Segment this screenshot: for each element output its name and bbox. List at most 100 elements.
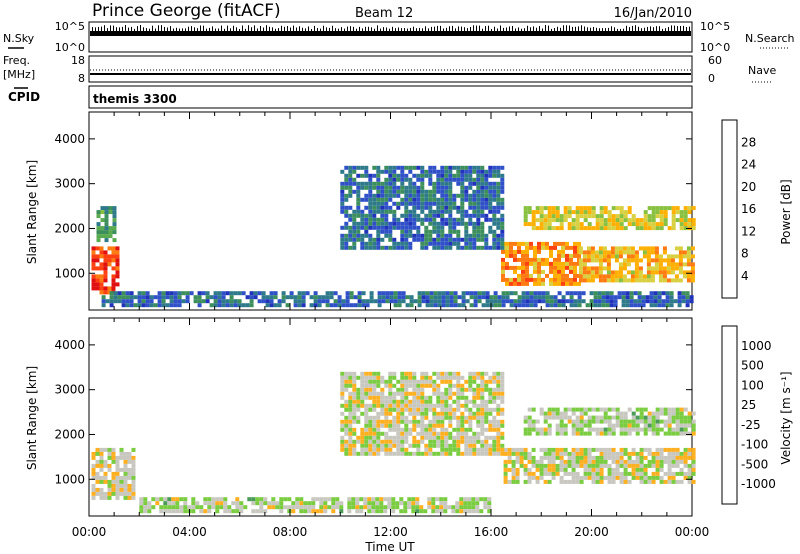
heatmap-cell [670, 258, 675, 263]
heatmap-cell [413, 299, 418, 304]
heatmap-cell [356, 435, 361, 440]
heatmap-cell [101, 295, 106, 300]
heatmap-cell [595, 479, 600, 484]
heatmap-cell [476, 193, 481, 198]
heatmap-cell [91, 495, 96, 500]
noise-spike [203, 25, 204, 31]
heatmap-cell [361, 291, 366, 296]
x-tick-labels: 00:00 04:00 08:00 12:00 16:00 20:00 00:00 [72, 525, 710, 539]
heatmap-cell [587, 214, 592, 219]
heatmap-cell [492, 447, 497, 452]
heatmap-cell [505, 277, 509, 282]
noise-spike [419, 27, 420, 31]
heatmap-cell [456, 439, 461, 444]
heatmap-cell [388, 395, 393, 400]
heatmap-cell [525, 299, 530, 304]
heatmap-cell [599, 431, 604, 436]
heatmap-cell [187, 505, 192, 510]
heatmap-cell [103, 254, 108, 259]
heatmap-cell [559, 467, 564, 472]
heatmap-cell [488, 189, 493, 194]
noise-spike [539, 26, 540, 31]
heatmap-cell [643, 455, 648, 460]
noise-spike [578, 26, 579, 31]
heatmap-cell [541, 245, 545, 250]
heatmap-cell [303, 501, 308, 506]
heatmap-cell [547, 415, 552, 420]
heatmap-cell [295, 497, 300, 502]
heatmap-cell [99, 282, 104, 287]
heatmap-cell [379, 505, 384, 510]
heatmap-cell [557, 261, 561, 266]
heatmap-cell [521, 281, 525, 286]
heatmap-cell [344, 407, 349, 412]
heatmap-cell [368, 217, 373, 222]
heatmap-cell [563, 459, 568, 464]
heatmap-cell [507, 459, 512, 464]
heatmap-cell [500, 411, 505, 416]
heatmap-cell [147, 501, 152, 506]
heatmap-cell [380, 411, 385, 416]
noise-spike [686, 27, 687, 31]
heatmap-cell [545, 303, 550, 308]
heatmap-cell [606, 258, 611, 263]
heatmap-cell [444, 411, 449, 416]
heatmap-cell [649, 295, 654, 300]
heatmap-cell [630, 246, 635, 251]
heatmap-cell [384, 201, 389, 206]
heatmap-cell [424, 443, 429, 448]
heatmap-cell [440, 201, 445, 206]
heatmap-cell [99, 447, 104, 452]
heatmap-cell [448, 189, 453, 194]
heatmap-cell [424, 415, 429, 420]
heatmap-cell [641, 299, 646, 304]
heatmap-cell [396, 411, 401, 416]
heatmap-cell [139, 501, 144, 506]
heatmap-cell [561, 249, 565, 254]
heatmap-cell [108, 210, 113, 215]
heatmap-cell [428, 403, 433, 408]
heatmap-cell [663, 210, 668, 215]
heatmap-cell [368, 395, 373, 400]
heatmap-cell [480, 415, 485, 420]
heatmap-cell [579, 226, 584, 231]
heatmap-cell [424, 375, 429, 380]
heatmap-cell [500, 443, 505, 448]
heatmap-cell [464, 447, 469, 452]
heatmap-cell [557, 269, 561, 274]
heatmap-cell [492, 229, 497, 234]
heatmap-cell [333, 291, 338, 296]
noise-spike [326, 27, 327, 31]
heatmap-cell [480, 173, 485, 178]
heatmap-cell [476, 403, 481, 408]
heatmap-cell [399, 509, 404, 514]
heatmap-cell [663, 218, 668, 223]
heatmap-cell [493, 303, 498, 308]
heatmap-cell [341, 299, 346, 304]
heatmap-cell [603, 447, 608, 452]
noise-spike [119, 27, 120, 31]
heatmap-cell [412, 205, 417, 210]
heatmap-cell [388, 391, 393, 396]
heatmap-cell [380, 209, 385, 214]
heatmap-cell [671, 431, 676, 436]
heatmap-cell [472, 431, 477, 436]
heatmap-cell [675, 407, 680, 412]
heatmap-cell [401, 295, 406, 300]
heatmap-cell [545, 295, 550, 300]
heatmap-cell [464, 439, 469, 444]
heatmap-cell [515, 475, 520, 480]
heatmap-cell [404, 197, 409, 202]
heatmap-cell [400, 197, 405, 202]
heatmap-cell [480, 197, 485, 202]
heatmap-cell [460, 431, 465, 436]
heatmap-cell [626, 254, 631, 259]
heatmap-cell [372, 431, 377, 436]
heatmap-cell [285, 303, 290, 308]
heatmap-cell [539, 463, 544, 468]
heatmap-cell [569, 277, 573, 282]
heatmap-cell [428, 423, 433, 428]
heatmap-cell [492, 217, 497, 222]
heatmap-cell [667, 467, 672, 472]
heatmap-cell [573, 303, 578, 308]
